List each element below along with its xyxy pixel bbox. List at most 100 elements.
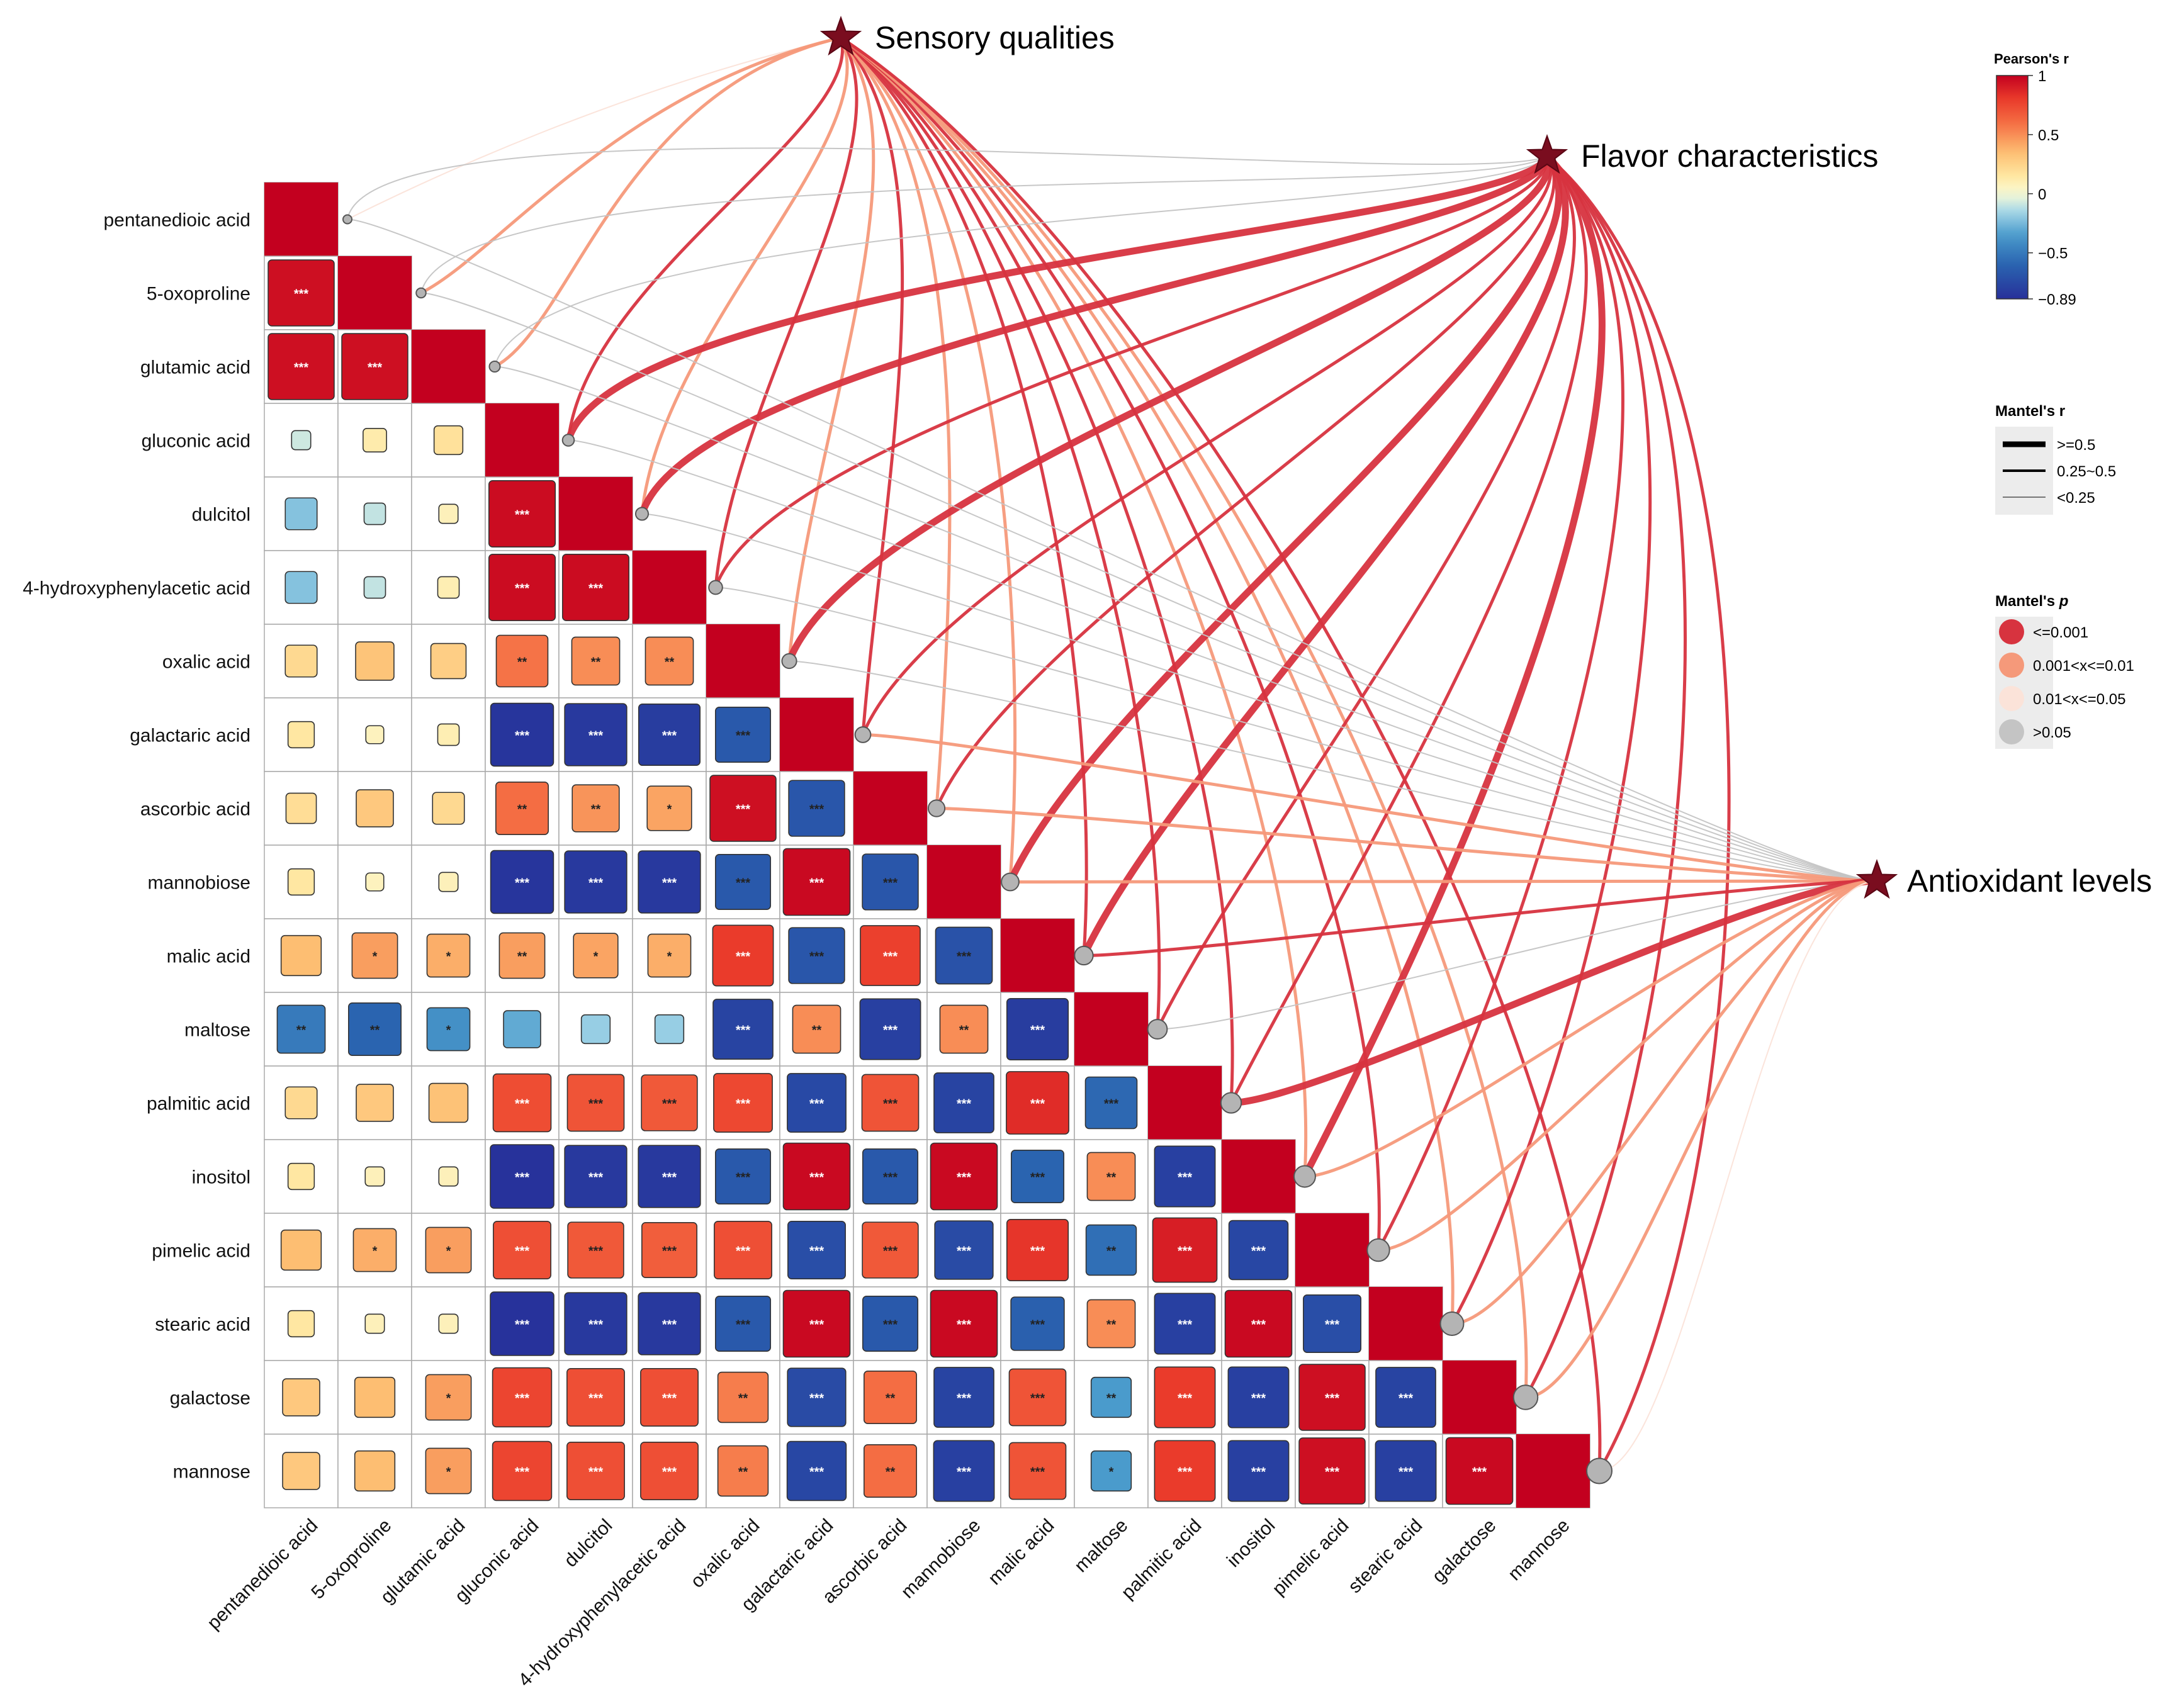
cell-galactose-oxalic-acid: ** [706,1360,780,1435]
node-galactaric-acid [854,726,872,743]
cell-mannobiose-4-hydroxyphenylacetic-acid: *** [632,845,707,919]
cell-galactose-palmitic-acid-square [1154,1366,1216,1428]
cell-palmitic-acid-galactaric-acid-significance: *** [809,1097,825,1111]
cell-gluconic-acid-gluconic-acid [485,403,560,478]
cell-galactaric-acid-oxalic-acid-square [714,706,772,763]
cell-malic-acid-dulcitol-square [573,933,619,979]
cell-palmitic-acid-glutamic-acid-square [428,1082,469,1123]
link-flavor-characteristics-pimelic-acid [1376,154,1624,1252]
cell-stearic-acid-galactaric-acid-significance: *** [809,1318,825,1332]
cell-mannobiose-5-oxoproline [337,845,412,919]
link-flavor-characteristics-mannose [1545,154,1731,1473]
link-flavor-characteristics-4-hydroxyphenylacetic-acid [714,154,1549,589]
cell-mannose-palmitic-acid: *** [1147,1434,1222,1508]
link-flavor-characteristics-mannobiose [1006,152,1562,885]
cell-malic-acid-galactaric-acid-square [788,927,845,984]
cell-pimelic-acid-gluconic-acid-square [493,1221,551,1279]
cell-inositol-oxalic-acid-square [714,1148,772,1205]
cell-galactaric-acid-dulcitol-significance: *** [588,729,604,743]
cell-maltose-oxalic-acid-square [712,999,774,1060]
cell-inositol-malic-acid-square [1011,1150,1064,1203]
cell-palmitic-acid-pentanedioic-acid-square [284,1086,318,1120]
cell-glutamic-acid-5-oxoproline: *** [337,329,412,404]
cell-maltose-pentanedioic-acid-significance: ** [296,1024,307,1038]
cell-oxalic-acid-dulcitol: ** [558,624,633,699]
cell-galactose-pentanedioic-acid [264,1360,339,1435]
cell-inositol-4-hydroxyphenylacetic-acid: *** [632,1139,707,1214]
link-nodes [342,214,1613,1484]
cell-ascorbic-acid-4-hydroxyphenylacetic-acid-significance: * [667,803,672,817]
cell-mannose-stearic-acid: *** [1368,1434,1443,1508]
cell-inositol-maltose: ** [1074,1139,1149,1214]
cell-malic-acid-mannobiose-significance: *** [957,950,972,964]
cell-galactose-mannobiose-significance: *** [957,1392,972,1406]
cell-pimelic-acid-5-oxoproline-significance: * [373,1245,378,1259]
cell-palmitic-acid-4-hydroxyphenylacetic-acid-significance: *** [662,1097,677,1111]
cell-4-hydroxyphenylacetic-acid-dulcitol: *** [558,550,633,625]
cell-glutamic-acid-pentanedioic-acid-significance: *** [294,361,309,375]
row-label-palmitic-acid: palmitic acid [147,1094,250,1114]
link-sensory-qualities-pentanedioic-acid [347,37,842,220]
row-label-oxalic-acid: oxalic acid [162,652,250,673]
cell-mannobiose-oxalic-acid-significance: *** [736,877,751,890]
cell-pimelic-acid-malic-acid: *** [1000,1213,1075,1288]
cell-stearic-acid-pimelic-acid-significance: *** [1325,1318,1340,1332]
star-icon-sensory-qualities [819,15,862,56]
cell-galactaric-acid-oxalic-acid-significance: *** [736,729,751,743]
cell-mannobiose-4-hydroxyphenylacetic-acid-square [638,850,701,914]
cell-mannose-malic-acid: *** [1000,1434,1075,1508]
cell-maltose-maltose-diagonal [1074,992,1148,1066]
cell-mannose-pimelic-acid: *** [1295,1434,1370,1508]
cell-galactose-pimelic-acid: *** [1295,1360,1370,1435]
cell-palmitic-acid-dulcitol-square [566,1074,625,1132]
cell-4-hydroxyphenylacetic-acid-glutamic-acid-square [437,576,460,599]
cell-galactose-pimelic-acid-square [1298,1364,1366,1431]
cell-5-oxoproline-pentanedioic-acid: *** [264,255,339,330]
cell-palmitic-acid-palmitic-acid [1147,1065,1222,1140]
cell-mannose-galactaric-acid-square [786,1440,847,1501]
cell-mannobiose-ascorbic-acid: *** [853,845,928,919]
cell-pimelic-acid-5-oxoproline: * [337,1213,412,1288]
link-antioxidant-levels-stearic-acid [1450,879,1879,1325]
link-antioxidant-levels-maltose [1157,880,1877,1030]
cell-stearic-acid-palmitic-acid-square [1154,1293,1216,1355]
cell-malic-acid-glutamic-acid-significance: * [446,950,451,964]
cell-4-hydroxyphenylacetic-acid-gluconic-acid-significance: *** [515,582,530,596]
cell-maltose-gluconic-acid [485,992,560,1067]
cell-mannobiose-galactaric-acid-significance: *** [809,877,825,890]
cell-ascorbic-acid-pentanedioic-acid [264,771,339,846]
cell-mannose-mannobiose-square [933,1440,995,1502]
cell-galactose-inositol-significance: *** [1251,1392,1266,1406]
node-ascorbic-acid [927,799,946,817]
row-label-4-hydroxyphenylacetic-acid: 4-hydroxyphenylacetic acid [23,578,250,599]
cell-mannose-5-oxoproline [337,1434,412,1508]
cell-maltose-glutamic-acid-significance: * [446,1024,451,1038]
cell-pimelic-acid-mannobiose-significance: *** [957,1245,972,1259]
cell-mannobiose-pentanedioic-acid [264,845,339,919]
pearson-tick-label: −0.89 [2038,291,2076,308]
cell-maltose-mannobiose-significance: ** [959,1024,969,1038]
cell-mannobiose-dulcitol-square [564,850,628,914]
cell-palmitic-acid-maltose-square [1084,1076,1138,1130]
link-antioxidant-levels-ascorbic-acid [935,807,1879,883]
row-label-dulcitol: dulcitol [192,505,250,525]
node-malic-acid [1074,945,1094,966]
cell-malic-acid-gluconic-acid: ** [485,918,560,993]
cell-malic-acid-galactaric-acid: *** [779,918,854,993]
cell-ascorbic-acid-gluconic-acid: ** [485,771,560,846]
cell-dulcitol-gluconic-acid-significance: *** [515,508,530,522]
cell-galactose-malic-acid-square [1008,1368,1067,1427]
cell-oxalic-acid-5-oxoproline-square [355,641,395,681]
cell-stearic-acid-pimelic-acid-square [1303,1294,1361,1353]
cell-mannose-glutamic-acid: * [411,1434,486,1508]
cell-glutamic-acid-5-oxoproline-significance: *** [368,361,383,375]
link-sensory-qualities-mannose [839,36,1602,1473]
link-flavor-characteristics-stearic-acid [1450,154,1652,1325]
cell-galactaric-acid-gluconic-acid-significance: *** [515,729,530,743]
cell-5-oxoproline-5-oxoproline [337,255,412,330]
cell-mannobiose-oxalic-acid-square [714,853,772,911]
cell-galactose-inositol-square [1227,1366,1290,1428]
link-sensory-qualities-4-hydroxyphenylacetic-acid [714,36,858,589]
cell-pentanedioic-acid-pentanedioic-acid [264,182,339,257]
